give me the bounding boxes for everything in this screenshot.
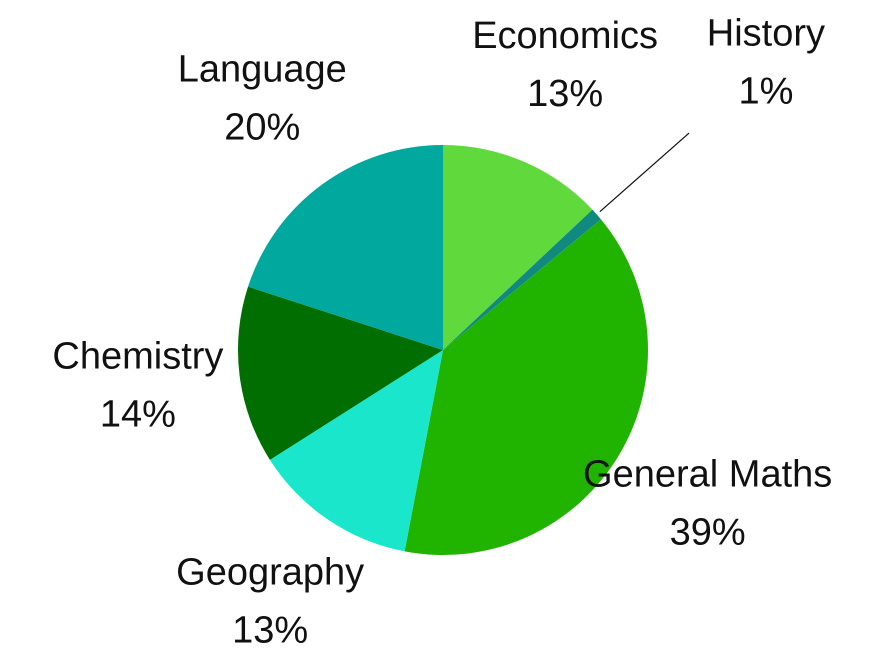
slice-value-label: 13% bbox=[527, 73, 603, 115]
pie-slice bbox=[248, 145, 443, 350]
slice-value-label: 39% bbox=[670, 512, 746, 554]
slice-label: History bbox=[707, 12, 825, 54]
pie-slice bbox=[443, 145, 593, 350]
leader-line bbox=[599, 132, 690, 213]
slice-value-label: 13% bbox=[232, 609, 308, 651]
slice-value-label: 1% bbox=[738, 70, 793, 112]
pie-slice bbox=[404, 219, 648, 556]
slice-label: Geography bbox=[176, 551, 364, 593]
pie-slice bbox=[238, 286, 443, 460]
slice-label: General Maths bbox=[583, 454, 832, 496]
slice-label: Chemistry bbox=[52, 336, 223, 378]
slice-value-label: 20% bbox=[224, 106, 300, 148]
slice-label: Language bbox=[178, 48, 347, 90]
pie-slice bbox=[443, 209, 601, 350]
slice-value-label: 14% bbox=[100, 394, 176, 436]
pie-slice bbox=[269, 350, 443, 552]
slice-label: Economics bbox=[472, 15, 658, 57]
